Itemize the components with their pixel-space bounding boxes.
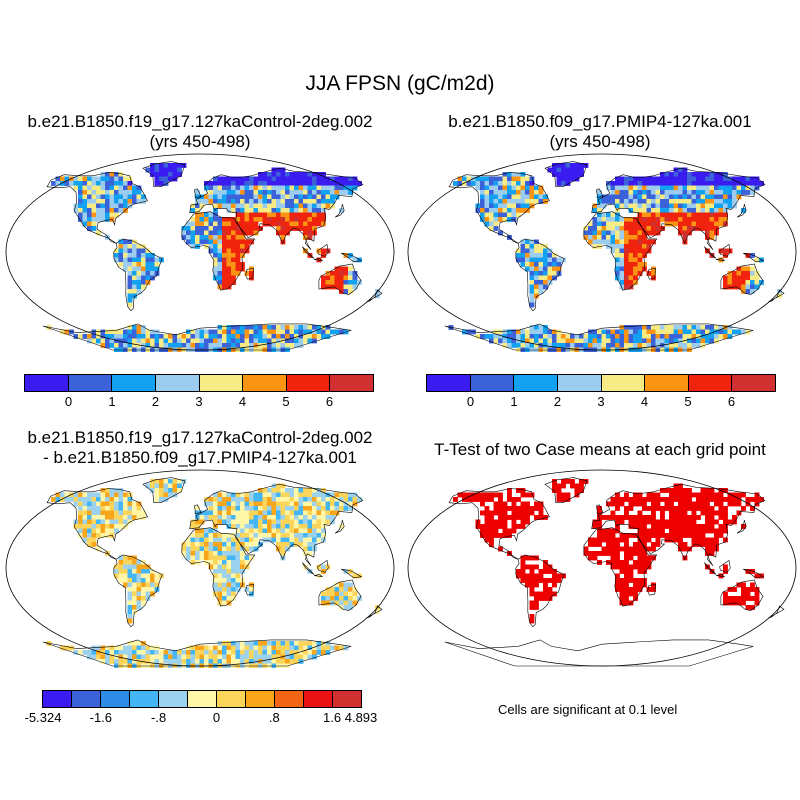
cb2-label-2: 2 — [553, 394, 562, 409]
cb3-swatch-3 — [130, 691, 159, 707]
cb1-swatch-4 — [199, 375, 244, 391]
cb1-label-2: 2 — [151, 394, 160, 409]
grid-cells — [448, 163, 782, 352]
panel1-title: b.e21.B1850.f19_g17.127kaControl-2deg.00… — [0, 112, 400, 152]
cb1-swatch-7 — [330, 375, 373, 391]
panel2-title-line2: (yrs 450-498) — [549, 132, 651, 151]
cb2-swatch-3 — [557, 375, 602, 391]
cb3-swatch-10 — [333, 691, 361, 707]
globe-outline — [407, 469, 797, 667]
cb1-label-5: 5 — [282, 394, 290, 409]
grid-cells — [453, 479, 764, 624]
coastlines — [42, 161, 383, 351]
cb1-label-3: 3 — [195, 394, 203, 409]
map-control — [5, 153, 395, 352]
colorbar-pmip4 — [426, 374, 776, 392]
cb1-label-1: 1 — [108, 394, 116, 409]
cb2-swatch-1 — [470, 375, 515, 391]
cb3-label-5: 1.6 — [323, 710, 342, 725]
colorbar-control — [24, 374, 374, 392]
cb2-label-0: 0 — [466, 394, 475, 409]
coastlines — [444, 161, 785, 351]
cb1-label-4: 4 — [238, 394, 247, 409]
panel2-title: b.e21.B1850.f09_g17.PMIP4-127ka.001 (yrs… — [400, 112, 800, 152]
cb3-swatch-1 — [72, 691, 101, 707]
cb2-label-6: 6 — [727, 394, 736, 409]
cb3-label-0: -5.324 — [24, 710, 62, 725]
cb3-label-4: .8 — [268, 710, 280, 725]
globe-outline — [5, 153, 395, 351]
map-pmip4 — [407, 153, 797, 352]
coastlines — [42, 477, 383, 667]
panel4-title-line1: T-Test of two Case means at each grid po… — [434, 440, 766, 459]
cb1-swatch-5 — [243, 375, 287, 391]
colorbar-difference — [42, 690, 362, 708]
cb3-swatch-2 — [101, 691, 130, 707]
cb3-label-6: 4.893 — [344, 710, 378, 725]
map-difference — [5, 469, 395, 668]
coastlines — [444, 477, 785, 667]
cb1-swatch-6 — [286, 375, 331, 391]
cb2-label-3: 3 — [597, 394, 605, 409]
cb2-swatch-2 — [514, 375, 558, 391]
cb3-swatch-9 — [304, 691, 333, 707]
cb2-label-5: 5 — [684, 394, 692, 409]
cb3-label-2: -.8 — [151, 710, 167, 725]
cb3-swatch-5 — [188, 691, 217, 707]
cb2-swatch-7 — [732, 375, 775, 391]
cb3-swatch-0 — [43, 691, 72, 707]
grid-cells — [46, 163, 380, 352]
cb2-swatch-6 — [688, 375, 733, 391]
cb2-swatch-5 — [645, 375, 689, 391]
cb1-label-0: 0 — [64, 394, 73, 409]
cb1-swatch-2 — [112, 375, 156, 391]
cb2-label-4: 4 — [640, 394, 649, 409]
globe-outline — [407, 153, 797, 351]
panel4-title: T-Test of two Case means at each grid po… — [400, 440, 800, 460]
panel1-title-line1: b.e21.B1850.f19_g17.127kaControl-2deg.00… — [27, 112, 373, 131]
panel2-title-line1: b.e21.B1850.f09_g17.PMIP4-127ka.001 — [448, 112, 752, 131]
panel3-title-line1: b.e21.B1850.f19_g17.127kaControl-2deg.00… — [27, 428, 373, 447]
cb3-label-1: -1.6 — [89, 710, 113, 725]
panel3-title: b.e21.B1850.f19_g17.127kaControl-2deg.00… — [0, 428, 400, 468]
cb1-swatch-1 — [68, 375, 113, 391]
cb2-label-1: 1 — [510, 394, 518, 409]
cb2-swatch-0 — [427, 375, 471, 391]
grid-cells — [46, 479, 380, 668]
panel3-title-line2: - b.e21.B1850.f09_g17.PMIP4-127ka.001 — [43, 448, 357, 467]
cb3-swatch-4 — [159, 691, 188, 707]
map-ttest — [407, 469, 797, 667]
cb2-swatch-4 — [601, 375, 646, 391]
significance-note: Cells are significant at 0.1 level — [498, 702, 678, 717]
cb3-swatch-6 — [217, 691, 246, 707]
panel1-title-line2: (yrs 450-498) — [149, 132, 251, 151]
cb1-swatch-0 — [25, 375, 69, 391]
figure-title: JJA FPSN (gC/m2d) — [305, 72, 495, 95]
cb3-label-3: 0 — [212, 710, 221, 725]
globe-outline — [5, 469, 395, 667]
cb1-swatch-3 — [155, 375, 200, 391]
cb1-label-6: 6 — [325, 394, 334, 409]
cb3-swatch-7 — [246, 691, 275, 707]
cb3-swatch-8 — [275, 691, 304, 707]
